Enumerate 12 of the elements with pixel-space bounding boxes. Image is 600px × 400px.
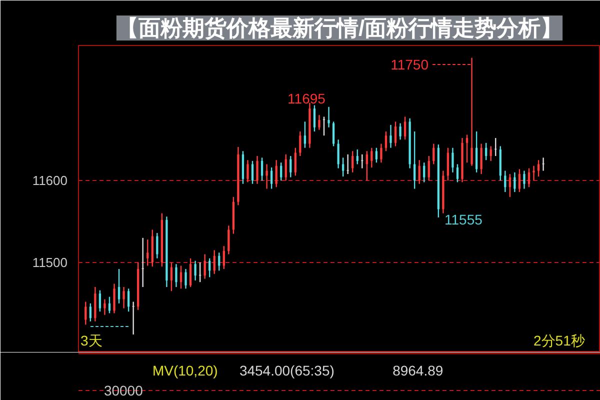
chart-title: 【面粉期货价格最新行情/面粉行情走势分析】 [116, 16, 563, 40]
annotation: 11695 [288, 90, 326, 106]
y-tick-label: 11500 [32, 254, 68, 270]
text: 8964.89 [392, 362, 444, 378]
annotation: 11555 [444, 212, 483, 228]
annotation: 3天 [80, 332, 102, 348]
y-tick-label: 11600 [32, 173, 68, 188]
text: MV(10,20) [152, 362, 218, 378]
annotation: 11750 [390, 56, 429, 72]
text: 3454.00(65:35) [239, 362, 334, 378]
text: 30000 [104, 382, 144, 398]
annotation: 2分51秒 [534, 332, 585, 348]
